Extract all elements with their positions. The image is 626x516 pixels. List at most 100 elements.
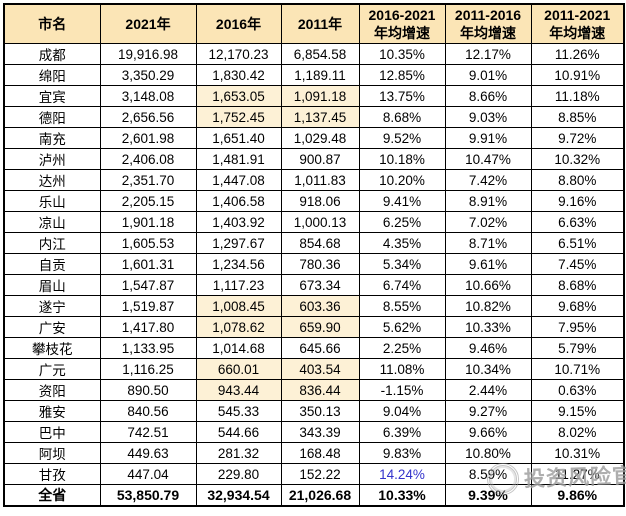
value-cell: 10.34% [444, 358, 532, 380]
table-row: 德阳 2,656.56 1,752.45 1,137.45 8.68% 9.03% 8.85… [3, 106, 625, 128]
city-name-cell: 自贡 [3, 253, 101, 275]
value-cell: 9.46% [444, 337, 532, 359]
table-body: 成都 19,916.98 12,170.23 6,854.58 10.35% 12.17%… [3, 43, 625, 507]
value-cell: 6.63% [530, 211, 625, 233]
value-cell: 14.24% [358, 463, 446, 485]
value-cell: 900.87 [280, 148, 360, 170]
value-cell: 1,078.62 [195, 316, 282, 338]
value-cell: 0.63% [530, 379, 625, 401]
value-cell: 10.71% [530, 358, 625, 380]
value-cell: 659.90 [280, 316, 360, 338]
value-cell: 10.32% [530, 148, 625, 170]
value-cell: 603.36 [280, 295, 360, 317]
value-cell: 447.04 [99, 463, 197, 485]
table-row: 内江 1,605.53 1,297.67 854.68 4.35% 8.71% 6.51% [3, 232, 625, 254]
value-cell: 840.56 [99, 400, 197, 422]
value-cell: 9.01% [444, 64, 532, 86]
table-row: 泸州 2,406.08 1,481.91 900.87 10.18% 10.47% 10.3… [3, 148, 625, 170]
value-cell: 645.66 [280, 337, 360, 359]
value-cell: 5.34% [358, 253, 446, 275]
value-cell: 1,000.13 [280, 211, 360, 233]
city-name-cell: 阿坝 [3, 442, 101, 464]
table-row: 绵阳 3,350.29 1,830.42 1,189.11 12.85% 9.01% 10.… [3, 64, 625, 86]
value-cell: 836.44 [280, 379, 360, 401]
city-name-cell: 宜宾 [3, 85, 101, 107]
value-cell: 350.13 [280, 400, 360, 422]
value-cell: 2.44% [444, 379, 532, 401]
city-name-cell: 乐山 [3, 190, 101, 212]
value-cell: 7.45% [530, 253, 625, 275]
value-cell: 152.22 [280, 463, 360, 485]
value-cell: 229.80 [195, 463, 282, 485]
table-row: 甘孜 447.04 229.80 152.22 14.24% 8.59% 11.27% [3, 463, 625, 485]
value-cell: 1,605.53 [99, 232, 197, 254]
city-gdp-table: 市名 2021年 2016年 2011年 2016-2021 年均增速 2011-2016 年… [3, 3, 625, 507]
value-cell: 9.03% [444, 106, 532, 128]
city-name-cell: 遂宁 [3, 295, 101, 317]
value-cell: 8.66% [444, 85, 532, 107]
value-cell: 2,351.70 [99, 169, 197, 191]
table-row: 雅安 840.56 545.33 350.13 9.04% 9.27% 9.15% [3, 400, 625, 422]
value-cell: 1,234.56 [195, 253, 282, 275]
column-header: 2016-2021 年均增速 [358, 3, 446, 44]
value-cell: 6.51% [530, 232, 625, 254]
column-header: 市名 [3, 3, 101, 44]
value-cell: 544.66 [195, 421, 282, 443]
table-row: 宜宾 3,148.08 1,653.05 1,091.18 13.75% 8.66% 11.… [3, 85, 625, 107]
value-cell: 1,447.08 [195, 169, 282, 191]
city-name-cell: 绵阳 [3, 64, 101, 86]
value-cell: 343.39 [280, 421, 360, 443]
value-cell: 9.91% [444, 127, 532, 149]
value-cell: 1,189.11 [280, 64, 360, 86]
value-cell: 1,011.83 [280, 169, 360, 191]
value-cell: 1,547.87 [99, 274, 197, 296]
value-cell: 10.91% [530, 64, 625, 86]
value-cell: 8.68% [358, 106, 446, 128]
table-row: 达州 2,351.70 1,447.08 1,011.83 10.20% 7.42% 8.8… [3, 169, 625, 191]
value-cell: 10.35% [358, 43, 446, 65]
city-name-cell: 泸州 [3, 148, 101, 170]
value-cell: 1,116.25 [99, 358, 197, 380]
city-name-cell: 广安 [3, 316, 101, 338]
table-row: 广元 1,116.25 660.01 403.54 11.08% 10.34% 10.71% [3, 358, 625, 380]
table-row: 眉山 1,547.87 1,117.23 673.34 6.74% 10.66% 8.68% [3, 274, 625, 296]
value-cell: 8.85% [530, 106, 625, 128]
value-cell: 9.86% [530, 484, 625, 507]
value-cell: 5.62% [358, 316, 446, 338]
city-name-cell: 巴中 [3, 421, 101, 443]
header-row: 市名 2021年 2016年 2011年 2016-2021 年均增速 2011-2016 年… [3, 3, 625, 44]
value-cell: 8.68% [530, 274, 625, 296]
value-cell: 545.33 [195, 400, 282, 422]
value-cell: 9.61% [444, 253, 532, 275]
table-row: 乐山 2,205.15 1,406.58 918.06 9.41% 8.91% 9.16% [3, 190, 625, 212]
value-cell: 8.71% [444, 232, 532, 254]
column-header: 2011-2021 年均增速 [530, 3, 625, 44]
value-cell: 3,148.08 [99, 85, 197, 107]
value-cell: 1,133.95 [99, 337, 197, 359]
value-cell: 1,014.68 [195, 337, 282, 359]
value-cell: 11.18% [530, 85, 625, 107]
value-cell: 1,403.92 [195, 211, 282, 233]
value-cell: 11.27% [530, 463, 625, 485]
value-cell: 12.17% [444, 43, 532, 65]
value-cell: 1,137.45 [280, 106, 360, 128]
value-cell: 9.66% [444, 421, 532, 443]
value-cell: 918.06 [280, 190, 360, 212]
table-row: 遂宁 1,519.87 1,008.45 603.36 8.55% 10.82% 9.68% [3, 295, 625, 317]
value-cell: 6.25% [358, 211, 446, 233]
value-cell: 9.04% [358, 400, 446, 422]
value-cell: 5.79% [530, 337, 625, 359]
city-name-cell: 达州 [3, 169, 101, 191]
value-cell: 4.35% [358, 232, 446, 254]
value-cell: 403.54 [280, 358, 360, 380]
value-cell: 1,481.91 [195, 148, 282, 170]
value-cell: 8.91% [444, 190, 532, 212]
value-cell: 9.27% [444, 400, 532, 422]
value-cell: 19,916.98 [99, 43, 197, 65]
value-cell: 9.15% [530, 400, 625, 422]
city-name-cell: 南充 [3, 127, 101, 149]
city-name-cell: 成都 [3, 43, 101, 65]
value-cell: 1,297.67 [195, 232, 282, 254]
value-cell: 1,406.58 [195, 190, 282, 212]
value-cell: 9.39% [444, 484, 532, 507]
